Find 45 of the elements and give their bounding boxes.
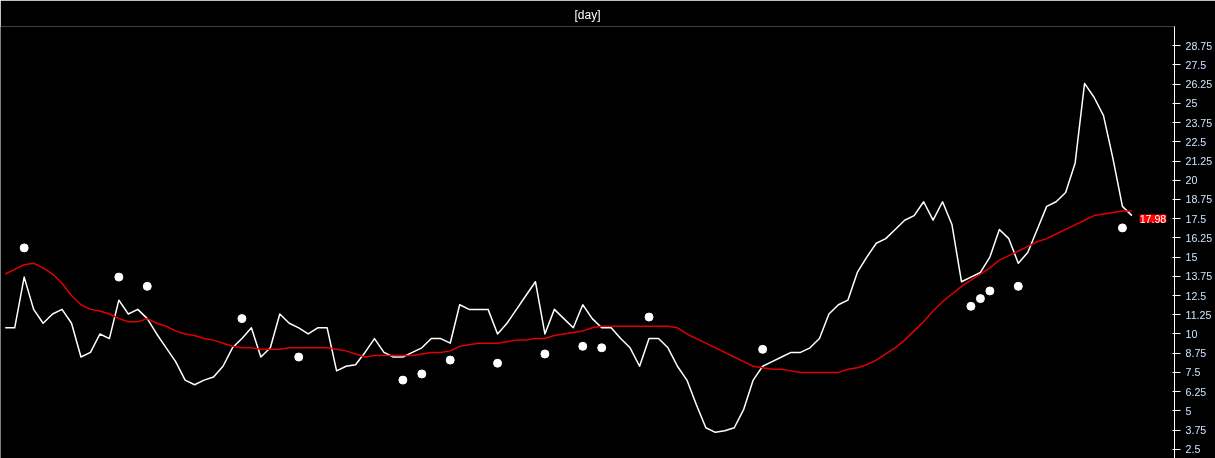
point bbox=[114, 272, 124, 282]
y-tick-label: 17.5 bbox=[1185, 212, 1207, 225]
point bbox=[597, 343, 607, 353]
chart-title: [day] bbox=[574, 7, 601, 22]
point bbox=[1013, 281, 1023, 291]
point bbox=[294, 352, 304, 362]
y-tick-label: 6.25 bbox=[1185, 385, 1207, 398]
point bbox=[1117, 223, 1127, 233]
point bbox=[445, 355, 455, 365]
point bbox=[493, 358, 503, 368]
point bbox=[398, 375, 408, 385]
point bbox=[975, 294, 985, 304]
y-tick-label: 12.5 bbox=[1185, 289, 1207, 302]
y-tick-label: 23.75 bbox=[1185, 116, 1213, 129]
point bbox=[237, 314, 247, 324]
y-tick-label: 27.5 bbox=[1185, 58, 1207, 71]
point bbox=[644, 312, 654, 322]
y-tick-label: 2.5 bbox=[1185, 443, 1201, 456]
y-tick-label: 13.75 bbox=[1185, 270, 1213, 283]
y-tick-label: 5 bbox=[1185, 404, 1192, 417]
point bbox=[19, 243, 29, 253]
y-tick-label: 18.75 bbox=[1185, 193, 1213, 206]
line-series bbox=[4, 82, 1133, 434]
y-tick-label: 7.5 bbox=[1185, 366, 1201, 379]
y-tick-label: 11.25 bbox=[1185, 308, 1212, 321]
point bbox=[578, 341, 588, 351]
y-tick-label: 15 bbox=[1185, 251, 1198, 264]
y-tick-label: 8.75 bbox=[1185, 347, 1207, 360]
y-tick-label: 28.75 bbox=[1185, 39, 1213, 52]
y-tick-label: 26.25 bbox=[1185, 78, 1213, 91]
y-tick-label: 20 bbox=[1185, 174, 1198, 187]
point bbox=[540, 349, 550, 359]
y-tick-label: 10 bbox=[1185, 327, 1198, 340]
y-tick-label: 22.5 bbox=[1185, 135, 1207, 148]
point bbox=[966, 301, 976, 311]
y-tick-label: 25 bbox=[1185, 97, 1198, 110]
y-tick-label: 3.75 bbox=[1185, 424, 1207, 437]
text: 17.98 bbox=[1139, 212, 1167, 225]
y-tick-label: 21.25 bbox=[1185, 155, 1213, 168]
line-series bbox=[4, 210, 1133, 374]
y-tick-label: 16.25 bbox=[1185, 231, 1213, 244]
point bbox=[985, 286, 995, 296]
point bbox=[758, 344, 768, 354]
point bbox=[417, 369, 427, 379]
point bbox=[142, 281, 152, 291]
